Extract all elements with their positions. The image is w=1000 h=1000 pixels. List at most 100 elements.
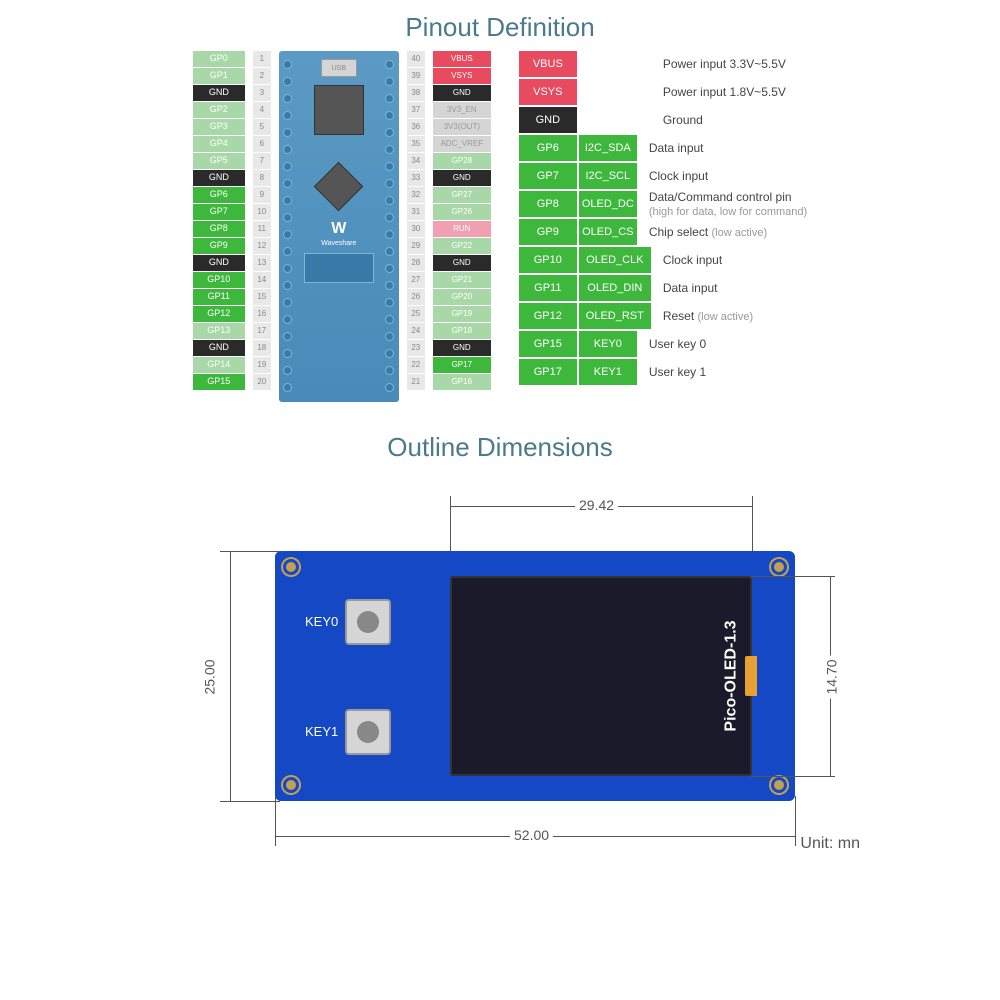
pin-num-40: 40 xyxy=(407,51,425,67)
pin-num-6: 6 xyxy=(253,136,271,152)
pin-gp3: GP3 xyxy=(193,119,245,135)
pin-num-10: 10 xyxy=(253,204,271,220)
pin-gp17: GP17 xyxy=(433,357,491,373)
pin-vbus: VBUS xyxy=(433,51,491,67)
pin-num-4: 4 xyxy=(253,102,271,118)
legend-desc: Clock input xyxy=(639,169,708,183)
legend-tag-oled_dc: OLED_DC xyxy=(579,191,637,217)
key0-label: KEY0 xyxy=(305,614,338,629)
product-label: Pico-OLED-1.3 xyxy=(722,620,740,731)
legend-tag-vsys: VSYS xyxy=(519,79,577,105)
legend-tag-i2c_scl: I2C_SCL xyxy=(579,163,637,189)
legend-desc: User key 0 xyxy=(639,337,706,351)
pin-gp1: GP1 xyxy=(193,68,245,84)
right-pin-labels: VBUSVSYSGND3V3_EN3V3(OUT)ADC_VREFGP28GND… xyxy=(433,51,491,402)
pin-gp9: GP9 xyxy=(193,238,245,254)
legend-desc: Data/Command control pin(high for data, … xyxy=(639,190,807,218)
pin-num-37: 37 xyxy=(407,102,425,118)
legend-tag-gp8: GP8 xyxy=(519,191,577,217)
legend-row: GP9OLED_CSChip select (low active) xyxy=(519,219,807,245)
pin-gp21: GP21 xyxy=(433,272,491,288)
pin-num-21: 21 xyxy=(407,374,425,390)
legend-row: VSYS Power input 1.8V~5.5V xyxy=(519,79,807,105)
pin-vsys: VSYS xyxy=(433,68,491,84)
pin-num-14: 14 xyxy=(253,272,271,288)
pin-num-2: 2 xyxy=(253,68,271,84)
legend-row: GP7I2C_SCLClock input xyxy=(519,163,807,189)
pin-num-34: 34 xyxy=(407,153,425,169)
pin-gp19: GP19 xyxy=(433,306,491,322)
key1-button xyxy=(345,709,391,755)
right-pin-numbers: 4039383736353433323130292827262524232221 xyxy=(407,51,425,402)
legend-tag-gp11: GP11 xyxy=(519,275,577,301)
left-pin-numbers: 1234567891011121314151617181920 xyxy=(253,51,271,402)
legend-tag-gp6: GP6 xyxy=(519,135,577,161)
pin-num-35: 35 xyxy=(407,136,425,152)
usb-connector: USB xyxy=(321,59,357,77)
legend-tag-oled_rst: OLED_RST xyxy=(579,303,651,329)
pin-gp28: GP28 xyxy=(433,153,491,169)
dimensions-title: Outline Dimensions xyxy=(0,420,1000,471)
pin-num-17: 17 xyxy=(253,323,271,339)
pin-gp22: GP22 xyxy=(433,238,491,254)
pin-num-8: 8 xyxy=(253,170,271,186)
pin-num-11: 11 xyxy=(253,221,271,237)
pin-num-12: 12 xyxy=(253,238,271,254)
pin-num-24: 24 xyxy=(407,323,425,339)
legend-row: GP15KEY0User key 0 xyxy=(519,331,807,357)
legend-row: GP10OLED_CLKClock input xyxy=(519,247,807,273)
pin-gp12: GP12 xyxy=(193,306,245,322)
pin-gp26: GP26 xyxy=(433,204,491,220)
pin-num-16: 16 xyxy=(253,306,271,322)
legend-row: GP17KEY1User key 1 xyxy=(519,359,807,385)
legend-tag-i2c_sda: I2C_SDA xyxy=(579,135,637,161)
pin-3v3_en: 3V3_EN xyxy=(433,102,491,118)
pin-run: RUN xyxy=(433,221,491,237)
pin-num-29: 29 xyxy=(407,238,425,254)
pin-gnd: GND xyxy=(433,255,491,271)
oled-screen xyxy=(450,576,752,776)
legend-row: GP11OLED_DINData input xyxy=(519,275,807,301)
pin-adc_vref: ADC_VREF xyxy=(433,136,491,152)
pin-num-28: 28 xyxy=(407,255,425,271)
pin-num-38: 38 xyxy=(407,85,425,101)
pin-gp6: GP6 xyxy=(193,187,245,203)
pin-num-7: 7 xyxy=(253,153,271,169)
legend-desc: Chip select (low active) xyxy=(639,225,767,239)
pin-num-26: 26 xyxy=(407,289,425,305)
pin-gp27: GP27 xyxy=(433,187,491,203)
pin-gnd: GND xyxy=(193,85,245,101)
pin-num-5: 5 xyxy=(253,119,271,135)
pin-gp14: GP14 xyxy=(193,357,245,373)
pin-gp7: GP7 xyxy=(193,204,245,220)
legend-tag-gp7: GP7 xyxy=(519,163,577,189)
legend-row: GP12OLED_RSTReset (low active) xyxy=(519,303,807,329)
pin-gp5: GP5 xyxy=(193,153,245,169)
legend-tag-oled_din: OLED_DIN xyxy=(579,275,651,301)
pin-num-20: 20 xyxy=(253,374,271,390)
pin-gnd: GND xyxy=(433,170,491,186)
pin-gp13: GP13 xyxy=(193,323,245,339)
pin-gp18: GP18 xyxy=(433,323,491,339)
pin-num-22: 22 xyxy=(407,357,425,373)
dimensions-drawing: 29.42 KEY0 KEY1 Pico-OLED-1.3 25.00 14.7… xyxy=(110,471,890,861)
legend-tag-gp12: GP12 xyxy=(519,303,577,329)
dim-screen-height: 14.70 xyxy=(824,655,840,698)
pin-gp8: GP8 xyxy=(193,221,245,237)
legend-desc: Reset (low active) xyxy=(653,309,753,323)
pin-num-13: 13 xyxy=(253,255,271,271)
pin-num-25: 25 xyxy=(407,306,425,322)
pin-num-32: 32 xyxy=(407,187,425,203)
legend-tag-gp10: GP10 xyxy=(519,247,577,273)
pin-gnd: GND xyxy=(433,85,491,101)
legend-desc: Power input 1.8V~5.5V xyxy=(653,85,786,99)
legend-desc: Data input xyxy=(639,141,704,155)
chip-small-icon xyxy=(314,162,363,211)
legend-tag-key0: KEY0 xyxy=(579,331,637,357)
dim-height: 25.00 xyxy=(202,655,218,698)
key1-label: KEY1 xyxy=(305,724,338,739)
pin-num-33: 33 xyxy=(407,170,425,186)
chip-icon xyxy=(314,85,364,135)
legend-tag-oled_clk: OLED_CLK xyxy=(579,247,651,273)
legend-tag-vbus: VBUS xyxy=(519,51,577,77)
